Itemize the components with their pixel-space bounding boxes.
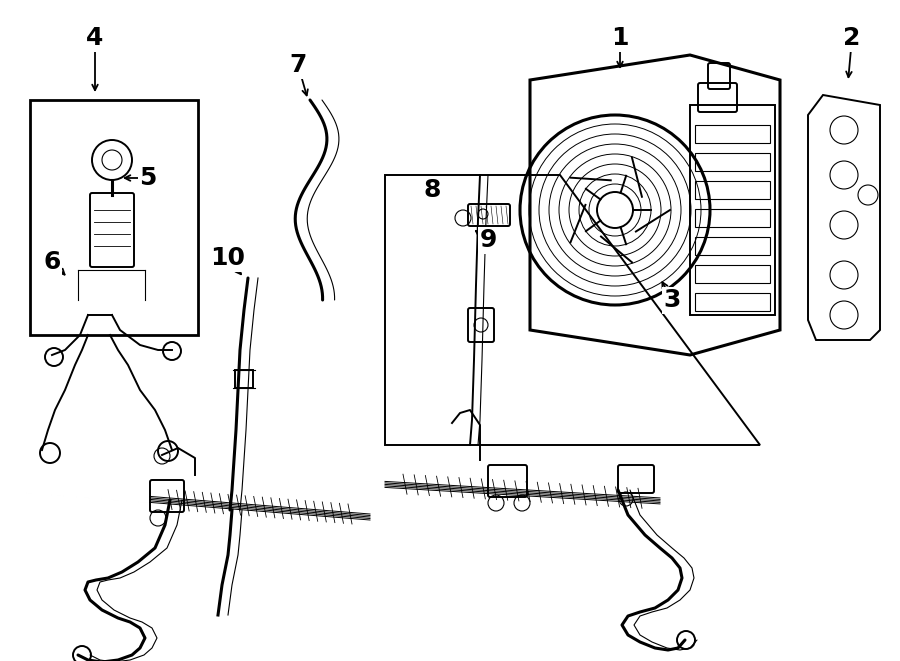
Bar	[695, 209, 770, 227]
Bar	[695, 153, 770, 171]
Bar	[235, 370, 253, 388]
Text: 7: 7	[289, 53, 307, 77]
Bar	[695, 293, 770, 311]
Text: 6: 6	[43, 250, 60, 274]
Text: 10: 10	[211, 246, 246, 270]
Text: 1: 1	[611, 26, 629, 50]
Bar	[695, 181, 770, 199]
Bar	[695, 265, 770, 283]
Text: 4: 4	[86, 26, 104, 50]
Bar	[30, 100, 198, 335]
Bar	[690, 105, 775, 315]
Bar	[695, 237, 770, 255]
Text: 2: 2	[843, 26, 860, 50]
Text: 9: 9	[480, 228, 497, 252]
Text: 3: 3	[663, 288, 680, 312]
Text: 5: 5	[140, 166, 157, 190]
Text: 8: 8	[423, 178, 441, 202]
Bar	[695, 125, 770, 143]
